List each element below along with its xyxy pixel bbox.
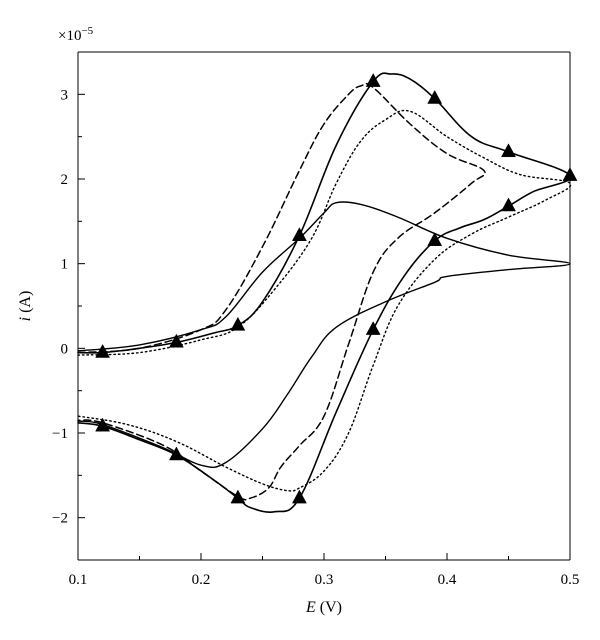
x-tick-label: 0.5 (561, 572, 580, 588)
triangle-marker (168, 446, 184, 461)
series-line-solid-triangle-markers (77, 72, 571, 513)
y-tick-label: 0 (61, 341, 69, 357)
x-axis-title: E (V) (305, 599, 342, 616)
x-axis-var: E (305, 599, 316, 616)
series-line-dashed (77, 82, 486, 501)
y-axis-unit: (A) (17, 291, 34, 313)
triangle-marker (365, 73, 381, 87)
x-tick-label: 0.2 (192, 572, 211, 588)
y-tick-label: 3 (61, 87, 69, 103)
y-tick-label: 2 (61, 172, 69, 188)
y-axis-var: i (17, 317, 34, 321)
axes (77, 51, 571, 561)
triangle-marker (291, 227, 307, 241)
triangle-marker (95, 417, 111, 432)
triangle-marker (291, 489, 307, 504)
triangle-marker (365, 321, 381, 335)
markers-group (95, 73, 578, 504)
x-tick-label: 0.4 (438, 572, 457, 588)
y-tick-label: 1 (61, 257, 69, 273)
ticks: 0.1 0.2 0.3 0.4 0.5 −2 −1 0 1 2 3 (52, 51, 580, 588)
triangle-marker (427, 232, 443, 246)
series-group (77, 72, 572, 513)
triangle-marker (501, 197, 516, 212)
x-axis-unit: (V) (320, 599, 342, 616)
triangle-marker (230, 316, 246, 331)
triangle-marker (562, 167, 578, 181)
y-exponent-base: ×10 (58, 28, 81, 44)
y-axis-title: i (A) (17, 291, 34, 322)
y-tick-label: −1 (52, 426, 68, 442)
y-exponent-label: ×10−5 (58, 25, 94, 44)
series-line-dotted (77, 109, 572, 492)
y-exponent-power: −5 (81, 25, 93, 37)
triangle-marker (230, 489, 246, 504)
triangle-marker (168, 333, 184, 348)
triangle-marker (427, 89, 443, 104)
series-line-solid-thin (77, 201, 571, 469)
x-tick-label: 0.1 (69, 572, 88, 588)
triangle-marker (501, 143, 516, 158)
y-tick-label: −2 (52, 511, 68, 527)
x-tick-label: 0.3 (315, 572, 334, 588)
triangle-marker (95, 343, 111, 358)
